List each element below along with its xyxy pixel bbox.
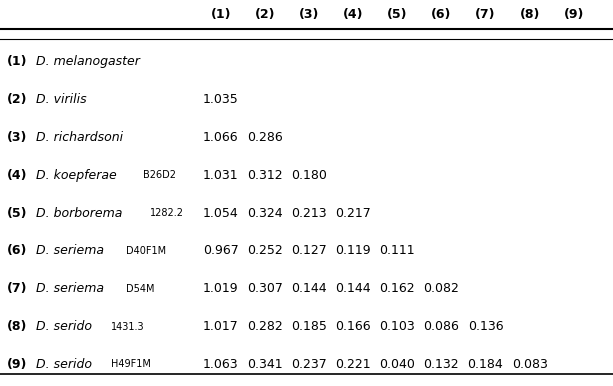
Text: (9): (9): [563, 8, 584, 21]
Text: 0.144: 0.144: [335, 282, 371, 295]
Text: (5): (5): [7, 207, 28, 220]
Text: D. virilis: D. virilis: [36, 93, 87, 106]
Text: 1431.3: 1431.3: [111, 322, 145, 332]
Text: 1.066: 1.066: [203, 131, 238, 144]
Text: 0.185: 0.185: [291, 320, 327, 333]
Text: 0.213: 0.213: [291, 207, 327, 220]
Text: 0.180: 0.180: [291, 169, 327, 182]
Text: 0.282: 0.282: [247, 320, 283, 333]
Text: 0.286: 0.286: [247, 131, 283, 144]
Text: (9): (9): [7, 358, 28, 371]
Text: 0.312: 0.312: [247, 169, 283, 182]
Text: 1.063: 1.063: [203, 358, 238, 371]
Text: D40F1M: D40F1M: [126, 246, 166, 256]
Text: (3): (3): [299, 8, 319, 21]
Text: 0.119: 0.119: [335, 244, 371, 257]
Text: 0.252: 0.252: [247, 244, 283, 257]
Text: 0.132: 0.132: [424, 358, 459, 371]
Text: 1.017: 1.017: [203, 320, 238, 333]
Text: 0.341: 0.341: [247, 358, 283, 371]
Text: D. serido: D. serido: [36, 320, 92, 333]
Text: 0.967: 0.967: [203, 244, 238, 257]
Text: 0.324: 0.324: [247, 207, 283, 220]
Text: D. richardsoni: D. richardsoni: [36, 131, 123, 144]
Text: 1.054: 1.054: [203, 207, 238, 220]
Text: 1.031: 1.031: [203, 169, 238, 182]
Text: 0.237: 0.237: [291, 358, 327, 371]
Text: (4): (4): [343, 8, 364, 21]
Text: 0.083: 0.083: [512, 358, 547, 371]
Text: D. serido: D. serido: [36, 358, 92, 371]
Text: 0.103: 0.103: [379, 320, 415, 333]
Text: D. borborema: D. borborema: [36, 207, 123, 220]
Text: 0.127: 0.127: [291, 244, 327, 257]
Text: 1.035: 1.035: [203, 93, 238, 106]
Text: 0.184: 0.184: [468, 358, 503, 371]
Text: (2): (2): [254, 8, 275, 21]
Text: D. koepferae: D. koepferae: [36, 169, 117, 182]
Text: 1282.2: 1282.2: [150, 208, 184, 218]
Text: (7): (7): [475, 8, 496, 21]
Text: D. melanogaster: D. melanogaster: [36, 55, 140, 68]
Text: (1): (1): [210, 8, 231, 21]
Text: (2): (2): [7, 93, 28, 106]
Text: (5): (5): [387, 8, 408, 21]
Text: D. seriema: D. seriema: [36, 282, 104, 295]
Text: (4): (4): [7, 169, 28, 182]
Text: 1.019: 1.019: [203, 282, 238, 295]
Text: 0.111: 0.111: [379, 244, 415, 257]
Text: H49F1M: H49F1M: [111, 359, 151, 369]
Text: 0.136: 0.136: [468, 320, 503, 333]
Text: D54M: D54M: [126, 284, 155, 294]
Text: 0.217: 0.217: [335, 207, 371, 220]
Text: (6): (6): [431, 8, 452, 21]
Text: 0.162: 0.162: [379, 282, 415, 295]
Text: (1): (1): [7, 55, 28, 68]
Text: (7): (7): [7, 282, 28, 295]
Text: (6): (6): [7, 244, 28, 257]
Text: 0.144: 0.144: [291, 282, 327, 295]
Text: (3): (3): [7, 131, 28, 144]
Text: B26D2: B26D2: [143, 170, 176, 180]
Text: 0.307: 0.307: [247, 282, 283, 295]
Text: (8): (8): [7, 320, 28, 333]
Text: 0.166: 0.166: [335, 320, 371, 333]
Text: D. seriema: D. seriema: [36, 244, 104, 257]
Text: 0.221: 0.221: [335, 358, 371, 371]
Text: 0.086: 0.086: [424, 320, 459, 333]
Text: (8): (8): [519, 8, 540, 21]
Text: 0.082: 0.082: [424, 282, 459, 295]
Text: 0.040: 0.040: [379, 358, 415, 371]
